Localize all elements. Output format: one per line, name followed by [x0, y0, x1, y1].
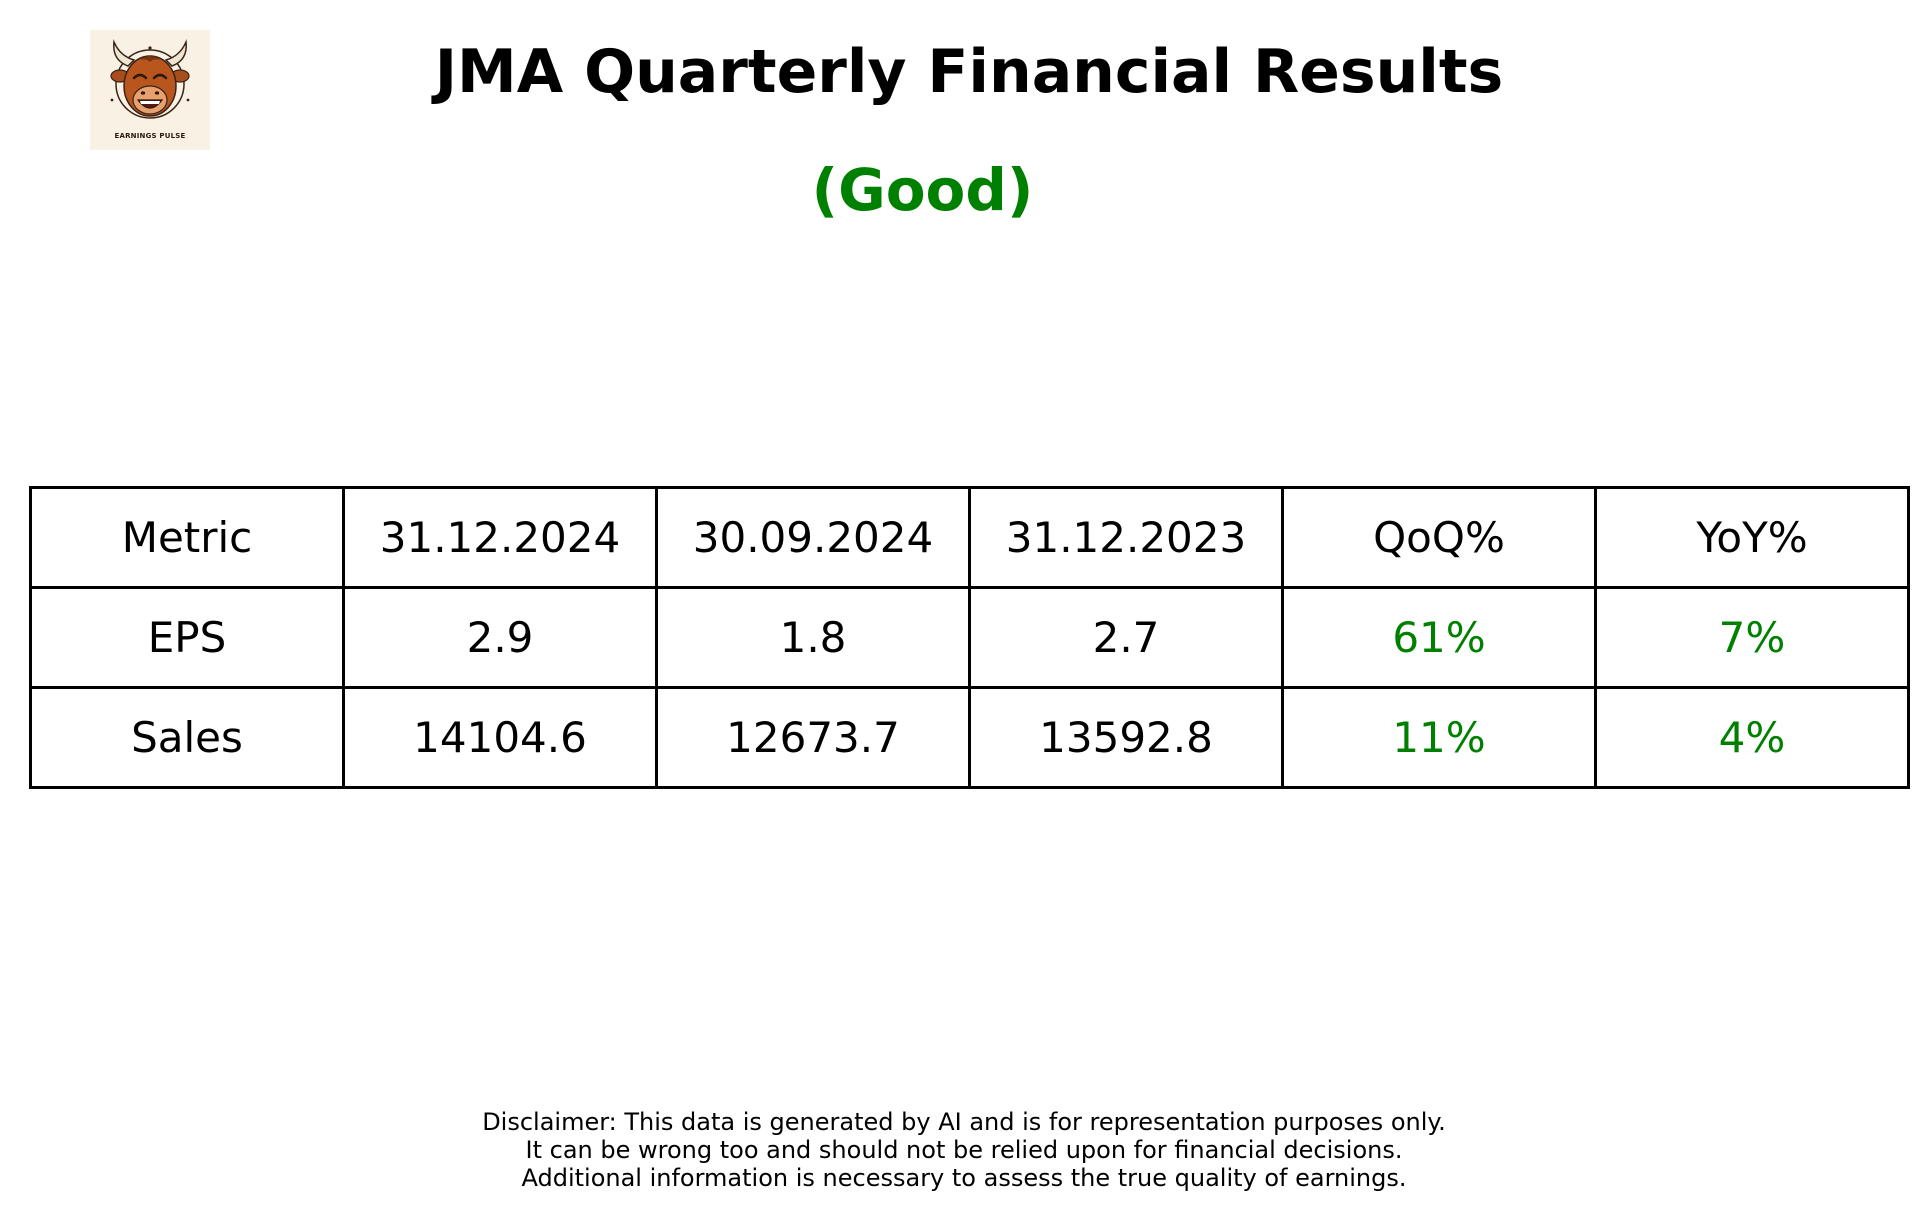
header-cell-previous-quarter: 30.09.2024 [655, 486, 971, 589]
disclaimer: Disclaimer: This data is generated by AI… [0, 1108, 1919, 1192]
yoy-change-cell: 4% [1594, 686, 1910, 789]
yoy-change-cell: 7% [1594, 586, 1910, 689]
header-cell-current-quarter: 31.12.2024 [342, 486, 658, 589]
results-table: Metric 31.12.2024 30.09.2024 31.12.2023 … [29, 486, 1910, 789]
header-cell-year-ago-quarter: 31.12.2023 [968, 486, 1284, 589]
rating-label: (Good) [811, 156, 1034, 224]
disclaimer-line: It can be wrong too and should not be re… [525, 1136, 1403, 1164]
qoq-change-cell: 11% [1281, 686, 1597, 789]
value-cell: 14104.6 [342, 686, 658, 789]
disclaimer-line: Additional information is necessary to a… [521, 1164, 1407, 1192]
table-row: EPS 2.9 1.8 2.7 61% 7% [29, 586, 1910, 689]
value-cell: 1.8 [655, 586, 971, 689]
value-cell: 13592.8 [968, 686, 1284, 789]
metric-name-cell: EPS [29, 586, 345, 689]
header-cell-yoy: YoY% [1594, 486, 1910, 589]
metric-name-cell: Sales [29, 686, 345, 789]
value-cell: 2.9 [342, 586, 658, 689]
table-header-row: Metric 31.12.2024 30.09.2024 31.12.2023 … [29, 486, 1910, 589]
bull-mascot-icon [110, 39, 190, 119]
header-cell-qoq: QoQ% [1281, 486, 1597, 589]
logo-text: EARNINGS PULSE [114, 132, 186, 140]
header-cell-metric: Metric [29, 486, 345, 589]
logo: EARNINGS PULSE [90, 30, 210, 150]
qoq-change-cell: 61% [1281, 586, 1597, 689]
value-cell: 2.7 [968, 586, 1284, 689]
disclaimer-line: Disclaimer: This data is generated by AI… [482, 1108, 1446, 1136]
page-title: JMA Quarterly Financial Results [434, 37, 1504, 107]
table-row: Sales 14104.6 12673.7 13592.8 11% 4% [29, 686, 1910, 789]
value-cell: 12673.7 [655, 686, 971, 789]
